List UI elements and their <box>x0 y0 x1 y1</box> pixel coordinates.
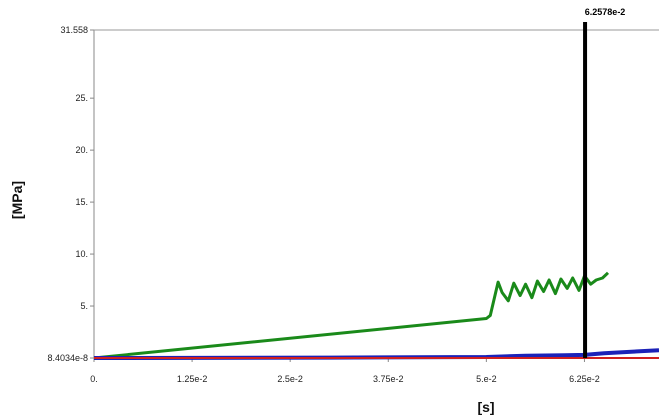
x-tick-group: 0. 1.25e-2 2.5e-2 3.75e-2 5.e-2 6.25e-2 <box>90 358 600 384</box>
series-line-1 <box>93 271 610 360</box>
y-tick-label: 20. <box>75 145 88 155</box>
series-group <box>93 271 659 360</box>
series-line-2 <box>93 348 659 360</box>
x-tick-label: 0. <box>90 374 98 384</box>
x-tick-label: 3.75e-2 <box>373 374 404 384</box>
x-tick-label: 1.25e-2 <box>177 374 208 384</box>
x-tick-label: 2.5e-2 <box>277 374 303 384</box>
x-axis-title: [s] <box>477 399 494 415</box>
y-axis-title: [MPa] <box>9 181 25 219</box>
y-tick-group: 8.4034e-8 5. 10. 15. 20. 25. 31.558 <box>47 25 94 363</box>
y-tick-label: 10. <box>75 249 88 259</box>
x-tick-label: 5.e-2 <box>476 374 497 384</box>
y-tick-label: 8.4034e-8 <box>47 353 88 363</box>
y-tick-label: 15. <box>75 197 88 207</box>
y-tick-label: 25. <box>75 93 88 103</box>
y-tick-label: 5. <box>80 301 88 311</box>
y-tick-label: 31.558 <box>60 25 88 35</box>
time-marker-label: 6.2578e-2 <box>585 7 626 17</box>
x-tick-label: 6.25e-2 <box>569 374 600 384</box>
